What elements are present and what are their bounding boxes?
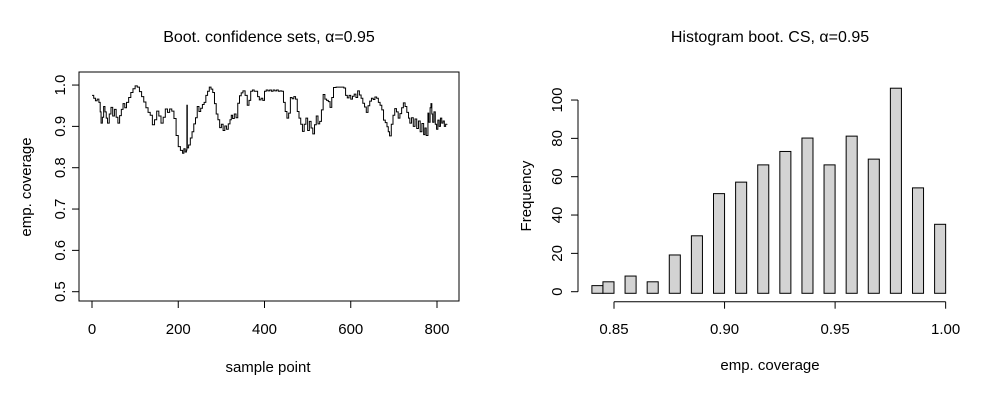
histogram-bar bbox=[779, 150, 792, 294]
y-tick-label: 100 bbox=[549, 88, 566, 113]
x-tick-label: 200 bbox=[166, 321, 191, 338]
y-axis-label: emp. coverage bbox=[18, 137, 35, 236]
x-tick-label: 0.90 bbox=[710, 321, 739, 338]
histogram-bar bbox=[845, 135, 858, 294]
chart-title: Boot. confidence sets, α=0.95 bbox=[163, 29, 375, 46]
histogram-bar bbox=[690, 235, 703, 294]
x-tick-label: 400 bbox=[252, 321, 277, 338]
y-tick-label: 80 bbox=[549, 130, 566, 147]
y-tick-label: 0.5 bbox=[52, 281, 69, 302]
x-tick-label: 0.85 bbox=[599, 321, 628, 338]
y-tick-label: 20 bbox=[549, 245, 566, 262]
x-tick-label: 0.95 bbox=[820, 321, 849, 338]
histogram-bar bbox=[602, 281, 615, 294]
line-plot-panel: 0 200 400 600 800 0.5 0.6 0.7 0.8 0.9 1.0 Boot. con… bbox=[18, 29, 460, 376]
chart-title: Histogram boot. CS, α=0.95 bbox=[671, 29, 869, 46]
y-tick-label: 0 bbox=[549, 288, 566, 296]
histogram-panel: 0 20 40 60 80 100 0.85 0.90 0.95 1.00 Histogram bo… bbox=[500, 0, 1000, 400]
x-tick-label: 600 bbox=[338, 321, 363, 338]
histogram-bar bbox=[911, 187, 925, 294]
y-axis-label: Frequency bbox=[518, 160, 535, 231]
x-tick-label: 0 bbox=[88, 321, 96, 338]
histogram-bar bbox=[823, 164, 836, 294]
y-tick-label: 40 bbox=[549, 207, 566, 224]
coverage-line-series bbox=[92, 85, 448, 154]
y-tick-label: 0.8 bbox=[52, 157, 69, 178]
histogram-bar bbox=[591, 285, 604, 294]
y-tick-label: 60 bbox=[549, 168, 566, 185]
y-tick-label: 0.7 bbox=[52, 199, 69, 220]
y-tick-label: 0.9 bbox=[52, 116, 69, 137]
histogram-bar bbox=[801, 137, 814, 294]
histogram-bar bbox=[757, 164, 770, 294]
y-tick-label: 1.0 bbox=[52, 75, 69, 96]
histogram-bar bbox=[668, 254, 681, 294]
x-tick-label: 800 bbox=[424, 321, 449, 338]
line-chart-canvas: 0 200 400 600 800 0.5 0.6 0.7 0.8 0.9 1.0 Boot. con… bbox=[18, 29, 460, 376]
plot-box bbox=[78, 71, 460, 302]
y-tick-label: 0.6 bbox=[52, 240, 69, 261]
x-tick-label: 1.00 bbox=[931, 321, 960, 338]
histogram-bar bbox=[867, 158, 880, 294]
histogram-bar bbox=[624, 275, 637, 294]
histogram-bar bbox=[934, 223, 947, 294]
histogram-bar bbox=[889, 87, 902, 294]
histogram-canvas: 0 20 40 60 80 100 0.85 0.90 0.95 1.00 Histogram bo… bbox=[518, 29, 960, 374]
histogram-bar bbox=[713, 193, 726, 294]
histogram-bar bbox=[735, 181, 748, 294]
histogram-bar bbox=[646, 281, 659, 294]
x-axis-label: sample point bbox=[225, 359, 311, 376]
x-axis-label: emp. coverage bbox=[720, 357, 819, 374]
